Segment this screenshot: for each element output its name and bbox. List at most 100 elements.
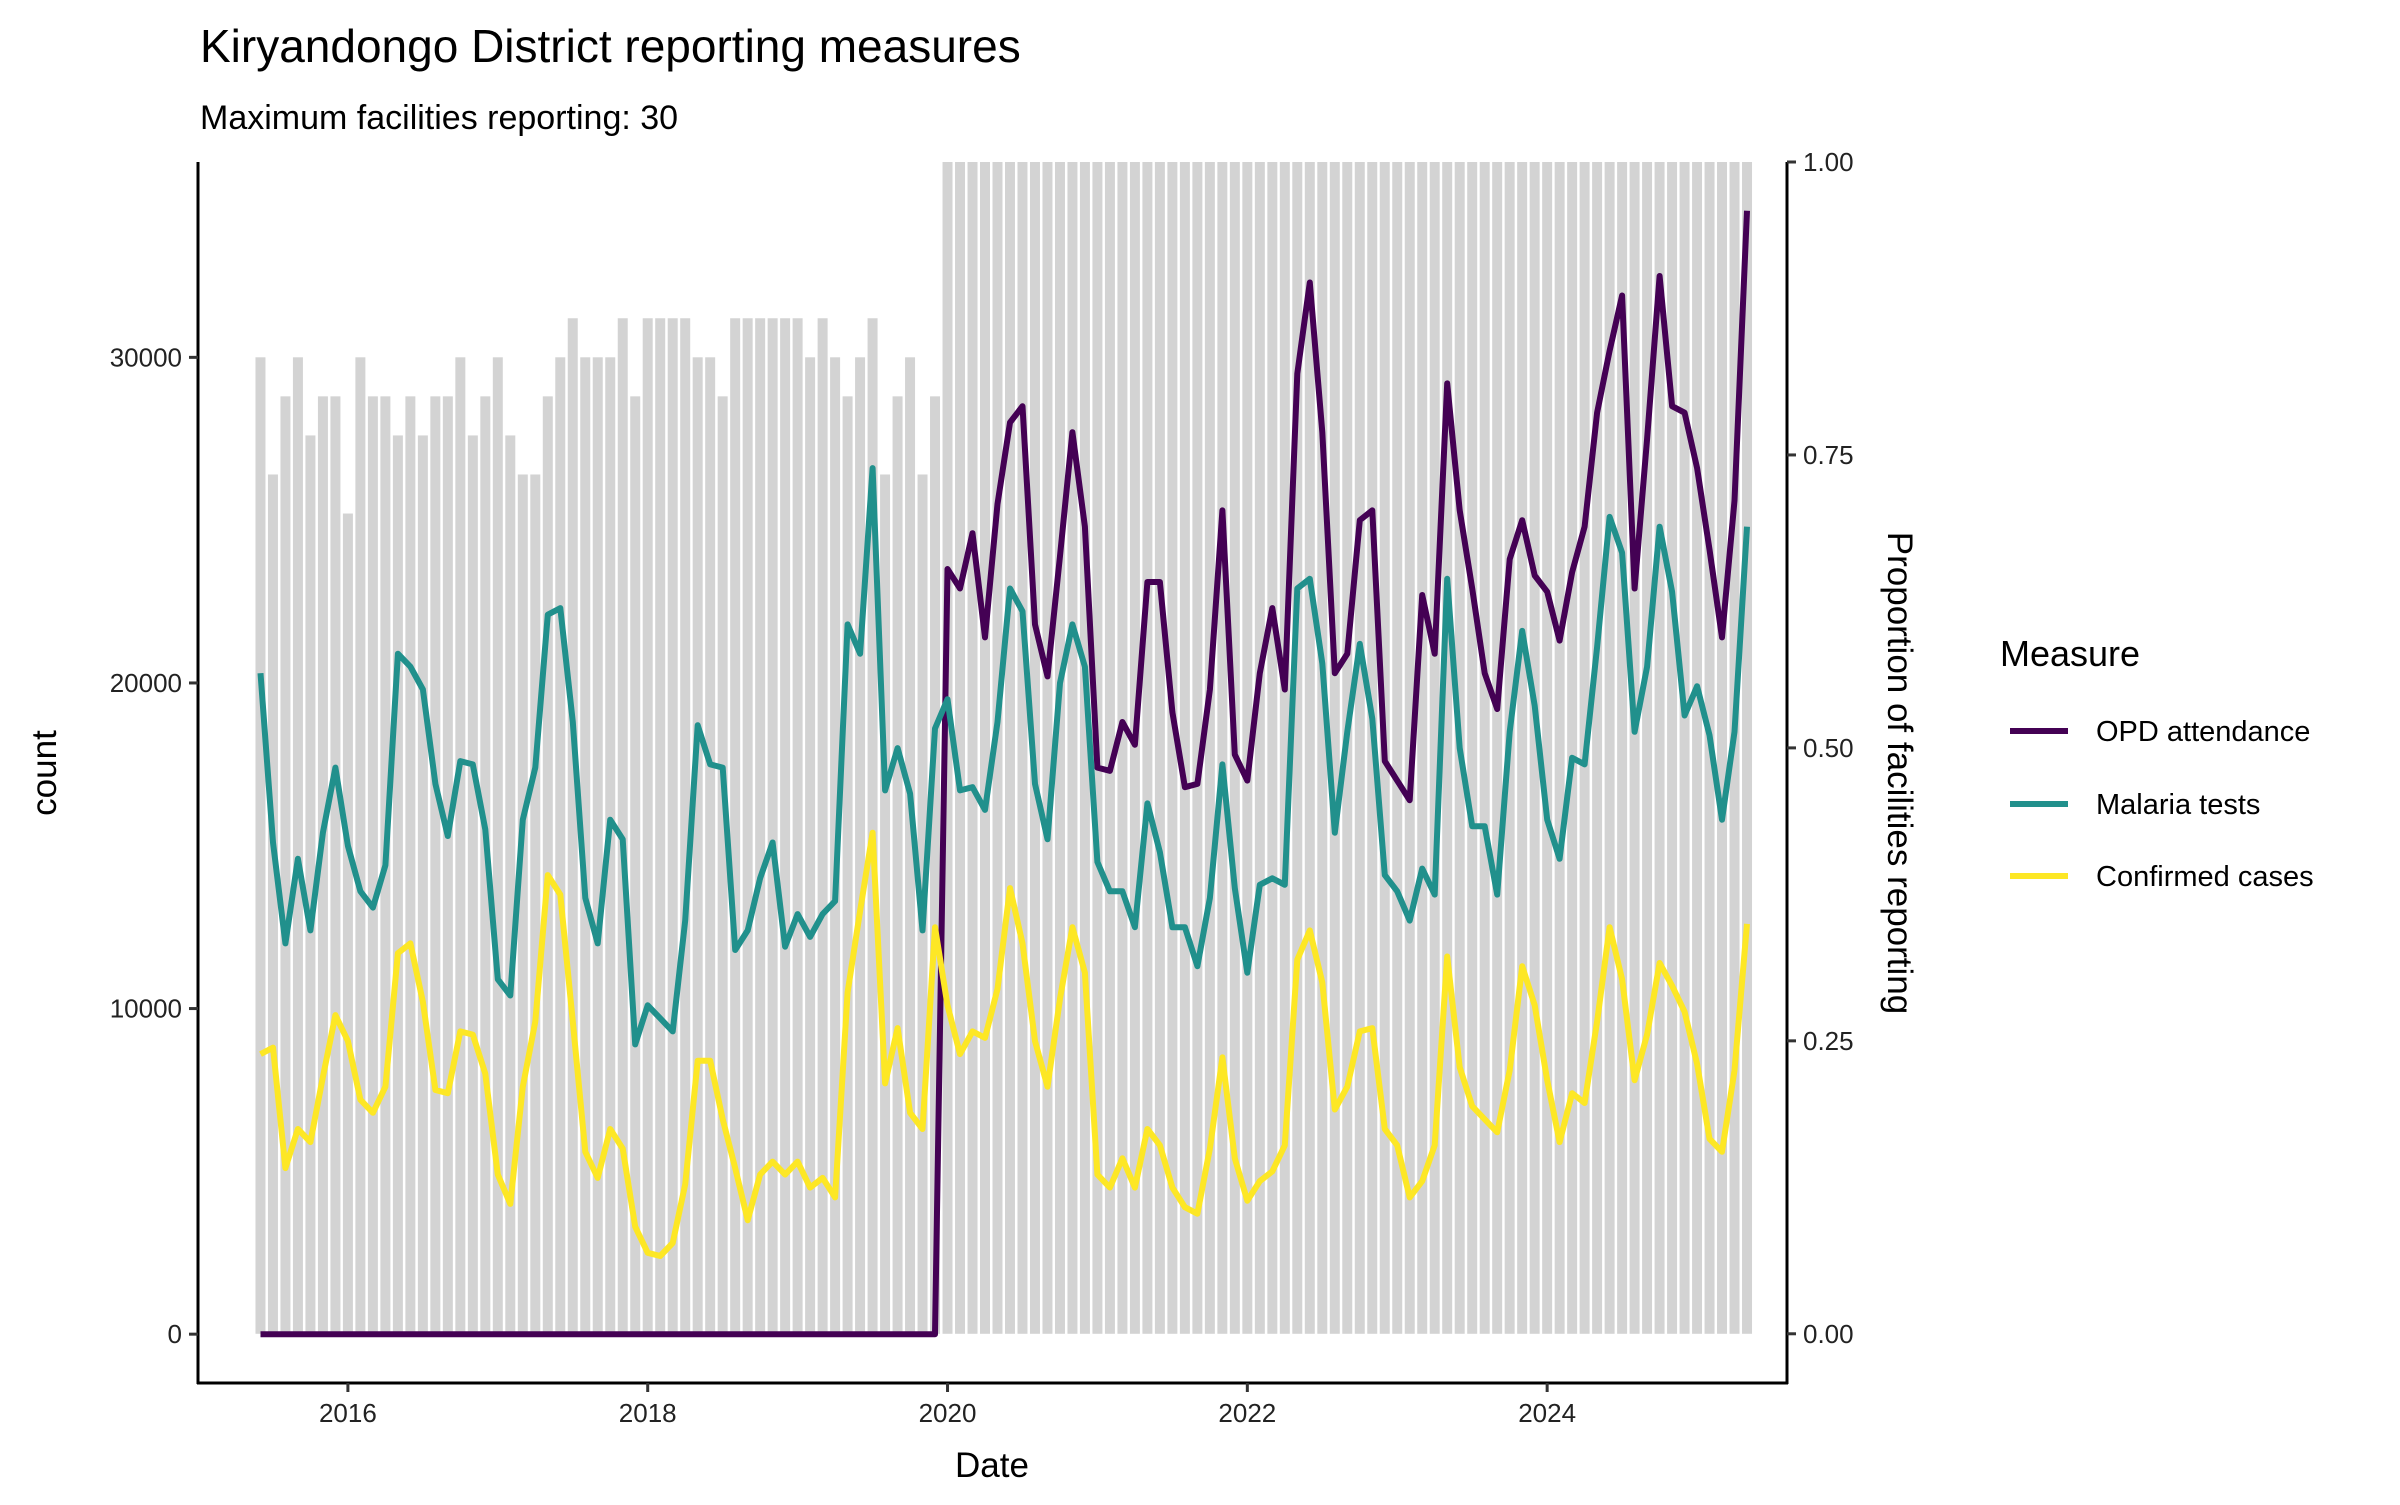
facility-bar bbox=[1179, 162, 1190, 1334]
facility-bar bbox=[617, 318, 628, 1334]
facility-bar bbox=[592, 357, 603, 1334]
facility-bar bbox=[742, 318, 753, 1334]
facility-bar bbox=[1679, 162, 1690, 1334]
facility-bar bbox=[1004, 162, 1015, 1334]
facility-bar bbox=[892, 396, 903, 1334]
facility-bar bbox=[317, 396, 328, 1334]
facility-bar bbox=[1429, 162, 1440, 1334]
facility-bar bbox=[1054, 162, 1065, 1334]
x-tick-label: 2020 bbox=[919, 1398, 977, 1428]
facility-bar bbox=[980, 162, 991, 1334]
facility-bar bbox=[842, 396, 853, 1334]
facility-bar bbox=[455, 357, 466, 1334]
facility-bar bbox=[1217, 162, 1228, 1334]
facility-bar bbox=[467, 435, 478, 1334]
facility-bar bbox=[367, 396, 378, 1334]
facility-bar bbox=[1304, 162, 1315, 1334]
facility-bar bbox=[305, 435, 316, 1334]
facility-bar bbox=[1567, 162, 1578, 1334]
facility-bar bbox=[1617, 162, 1628, 1334]
series-lines bbox=[257, 210, 1750, 1338]
facility-bar bbox=[867, 318, 878, 1334]
facility-bar bbox=[280, 396, 291, 1334]
facility-bar bbox=[1317, 162, 1328, 1334]
facility-bar bbox=[1542, 162, 1553, 1334]
facility-bar bbox=[1329, 162, 1340, 1334]
facility-bar bbox=[1167, 162, 1178, 1334]
facility-bar bbox=[630, 396, 641, 1334]
facility-bar bbox=[1104, 162, 1115, 1334]
facility-bar bbox=[1079, 162, 1090, 1334]
facility-bar bbox=[1442, 162, 1453, 1334]
x-axis-title: Date bbox=[955, 1446, 1029, 1485]
facility-bar bbox=[267, 474, 278, 1334]
y2-axis-title: Proportion of facilities reporting bbox=[1880, 532, 1919, 1014]
chart-title: Kiryandongo District reporting measures bbox=[200, 20, 1021, 72]
legend: Measure OPD attendance Malaria tests Con… bbox=[2000, 633, 2314, 893]
x-tick-label: 2024 bbox=[1518, 1398, 1576, 1428]
y2-tick-label: 0.00 bbox=[1803, 1319, 1854, 1349]
series-line-confirmed-cases bbox=[259, 829, 1750, 1259]
facility-bar bbox=[567, 318, 578, 1334]
facility-bar bbox=[430, 396, 441, 1334]
facility-bar bbox=[1529, 162, 1540, 1334]
facility-bar bbox=[1642, 162, 1653, 1334]
y-axis-title: count bbox=[25, 730, 64, 816]
facility-bar bbox=[1417, 162, 1428, 1334]
legend-title: Measure bbox=[2000, 633, 2140, 674]
facility-bar bbox=[817, 318, 828, 1334]
facility-bar bbox=[1629, 162, 1640, 1334]
legend-label: Malaria tests bbox=[2096, 789, 2260, 821]
legend-item-confirmed-cases: Confirmed cases bbox=[2010, 861, 2314, 893]
facility-bar bbox=[1742, 162, 1753, 1334]
facility-bar bbox=[667, 318, 678, 1334]
facility-bar bbox=[417, 435, 428, 1334]
facility-bar bbox=[505, 435, 516, 1334]
legend-item-opd: OPD attendance bbox=[2010, 716, 2310, 748]
chart-subtitle: Maximum facilities reporting: 30 bbox=[200, 99, 678, 137]
facility-bar bbox=[692, 357, 703, 1334]
facility-bar bbox=[1654, 162, 1665, 1334]
legend-item-malaria-tests: Malaria tests bbox=[2010, 789, 2260, 821]
facility-bar bbox=[342, 513, 353, 1334]
facility-bar bbox=[1192, 162, 1203, 1334]
facility-bar bbox=[492, 357, 503, 1334]
facility-bar bbox=[1067, 162, 1078, 1334]
facility-bar bbox=[1404, 162, 1415, 1334]
facility-bar bbox=[1254, 162, 1265, 1334]
facility-bar bbox=[1267, 162, 1278, 1334]
facility-bar bbox=[1154, 162, 1165, 1334]
facility-bar bbox=[642, 318, 653, 1334]
facility-bar bbox=[792, 318, 803, 1334]
facility-bars bbox=[255, 162, 1753, 1334]
facility-bar bbox=[1354, 162, 1365, 1334]
facility-bar bbox=[1129, 162, 1140, 1334]
facility-bar bbox=[967, 162, 978, 1334]
facility-bar bbox=[855, 357, 866, 1334]
facility-bar bbox=[1142, 162, 1153, 1334]
facility-bar bbox=[717, 396, 728, 1334]
facility-bar bbox=[530, 474, 541, 1334]
y2-tick-label: 0.50 bbox=[1803, 733, 1854, 763]
facility-bar bbox=[705, 357, 716, 1334]
facility-bar bbox=[255, 357, 266, 1334]
legend-label: Confirmed cases bbox=[2096, 861, 2314, 893]
facility-bar bbox=[755, 318, 766, 1334]
facility-bar bbox=[580, 357, 591, 1334]
facility-bar bbox=[442, 396, 453, 1334]
facility-bar bbox=[767, 318, 778, 1334]
facility-bar bbox=[1517, 162, 1528, 1334]
facility-bar bbox=[930, 396, 941, 1334]
facility-bar bbox=[517, 474, 528, 1334]
facility-bar bbox=[542, 396, 553, 1334]
facility-bar bbox=[1242, 162, 1253, 1334]
facility-bar bbox=[392, 435, 403, 1334]
series-line-opd-attendance bbox=[260, 210, 1750, 1338]
facility-bar bbox=[355, 357, 366, 1334]
facility-bar bbox=[880, 474, 891, 1334]
facility-bar bbox=[1667, 162, 1678, 1334]
facility-bar bbox=[330, 396, 341, 1334]
facility-bar bbox=[292, 357, 303, 1334]
facility-bar bbox=[805, 357, 816, 1334]
